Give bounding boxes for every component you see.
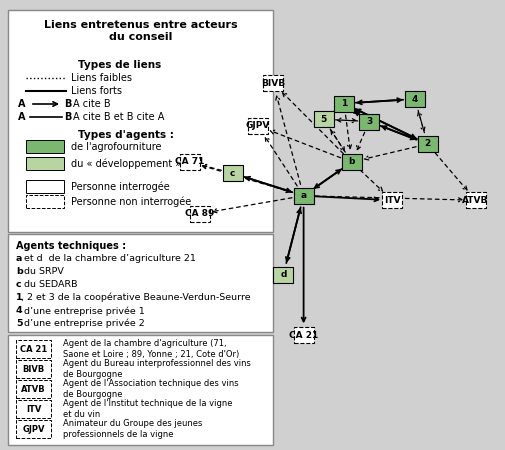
Text: b: b [16, 267, 23, 276]
Text: B: B [64, 99, 72, 109]
Text: ITV: ITV [383, 196, 399, 205]
Text: 1: 1 [16, 293, 23, 302]
Text: de l'agrofourniture: de l'agrofourniture [71, 141, 161, 152]
Text: Agent de l'Institut technique de la vigne
et du vin: Agent de l'Institut technique de la vign… [63, 399, 232, 418]
Bar [263, 75, 283, 91]
Text: d: d [280, 270, 286, 279]
Text: GJPV: GJPV [245, 122, 270, 130]
Text: ATVB: ATVB [21, 384, 46, 393]
Bar [293, 188, 313, 204]
Bar [16, 380, 51, 398]
Text: Liens entretenus entre acteurs
du conseil: Liens entretenus entre acteurs du consei… [43, 20, 237, 41]
Text: du SEDARB: du SEDARB [21, 280, 77, 289]
Text: A: A [18, 112, 26, 122]
Text: Agent de la chambre d'agriculture (71,
Saone et Loire ; 89, Yonne ; 21, Cote d'O: Agent de la chambre d'agriculture (71, S… [63, 339, 239, 359]
Bar [381, 192, 401, 208]
Text: Agent de l'Association technique des vins
de Bourgogne: Agent de l'Association technique des vin… [63, 379, 238, 399]
Text: , 2 et 3 de la coopérative Beaune-Verdun-Seurre: , 2 et 3 de la coopérative Beaune-Verdun… [21, 293, 250, 302]
Text: 1: 1 [340, 99, 346, 108]
Bar [16, 360, 51, 378]
Bar [247, 118, 268, 134]
Bar [313, 111, 333, 127]
Text: 4: 4 [411, 94, 417, 104]
Text: BIVB: BIVB [22, 364, 44, 373]
Text: CA 71: CA 71 [175, 158, 204, 166]
Text: 5: 5 [320, 115, 326, 124]
Text: Agent du Bureau interprofessionnel des vins
de Bourgogne: Agent du Bureau interprofessionnel des v… [63, 359, 250, 379]
Text: Animateur du Groupe des jeunes
professionnels de la vigne: Animateur du Groupe des jeunes professio… [63, 419, 202, 439]
Bar [16, 400, 51, 418]
Bar [16, 420, 51, 438]
Text: Types d'agents :: Types d'agents : [78, 130, 174, 140]
Text: Liens faibles: Liens faibles [71, 73, 132, 83]
Text: Types de liens: Types de liens [78, 60, 161, 70]
Bar [359, 113, 379, 130]
Text: Personne interrogée: Personne interrogée [71, 181, 169, 192]
Bar [465, 192, 485, 208]
Bar [404, 91, 424, 107]
Text: Agents techniques :: Agents techniques : [16, 241, 126, 251]
Text: a: a [16, 254, 22, 263]
Text: Liens forts: Liens forts [71, 86, 122, 96]
Bar [293, 327, 313, 343]
Text: BIVB: BIVB [261, 79, 285, 88]
Text: ATVB: ATVB [462, 196, 488, 205]
Bar [341, 154, 361, 170]
Bar [179, 154, 199, 170]
Text: 3: 3 [366, 117, 372, 126]
Text: c: c [16, 280, 22, 289]
Text: CA 21: CA 21 [20, 345, 47, 354]
Text: A cite B et B cite A: A cite B et B cite A [73, 112, 164, 122]
Text: 2: 2 [424, 140, 430, 148]
Bar [16, 340, 51, 358]
Bar [189, 206, 210, 222]
Bar [26, 157, 64, 170]
Text: du « développement »: du « développement » [71, 158, 181, 169]
Text: d’une entreprise privée 1: d’une entreprise privée 1 [21, 306, 144, 315]
Text: et d  de la chambre d’agriculture 21: et d de la chambre d’agriculture 21 [21, 254, 195, 263]
Bar [8, 234, 273, 332]
Text: ITV: ITV [26, 405, 41, 414]
Bar [222, 165, 242, 181]
Text: a: a [300, 191, 306, 200]
Text: b: b [348, 158, 354, 166]
Text: c: c [230, 169, 235, 178]
Text: A cite B: A cite B [73, 99, 111, 109]
Text: GJPV: GJPV [22, 424, 44, 433]
Bar [417, 136, 437, 152]
Bar [8, 335, 273, 445]
Text: A: A [18, 99, 26, 109]
Bar [8, 10, 273, 232]
Bar [273, 266, 293, 283]
Text: 4: 4 [16, 306, 23, 315]
Text: Personne non interrogée: Personne non interrogée [71, 196, 191, 207]
Bar [26, 195, 64, 208]
Text: d’une entreprise privée 2: d’une entreprise privée 2 [21, 319, 144, 328]
Text: B: B [64, 112, 72, 122]
Bar [26, 140, 64, 153]
Text: 5: 5 [16, 319, 22, 328]
Bar [333, 95, 354, 112]
Text: CA 21: CA 21 [288, 331, 318, 340]
Text: CA 89: CA 89 [185, 209, 214, 218]
Text: du SRPV: du SRPV [21, 267, 64, 276]
Bar [26, 180, 64, 193]
